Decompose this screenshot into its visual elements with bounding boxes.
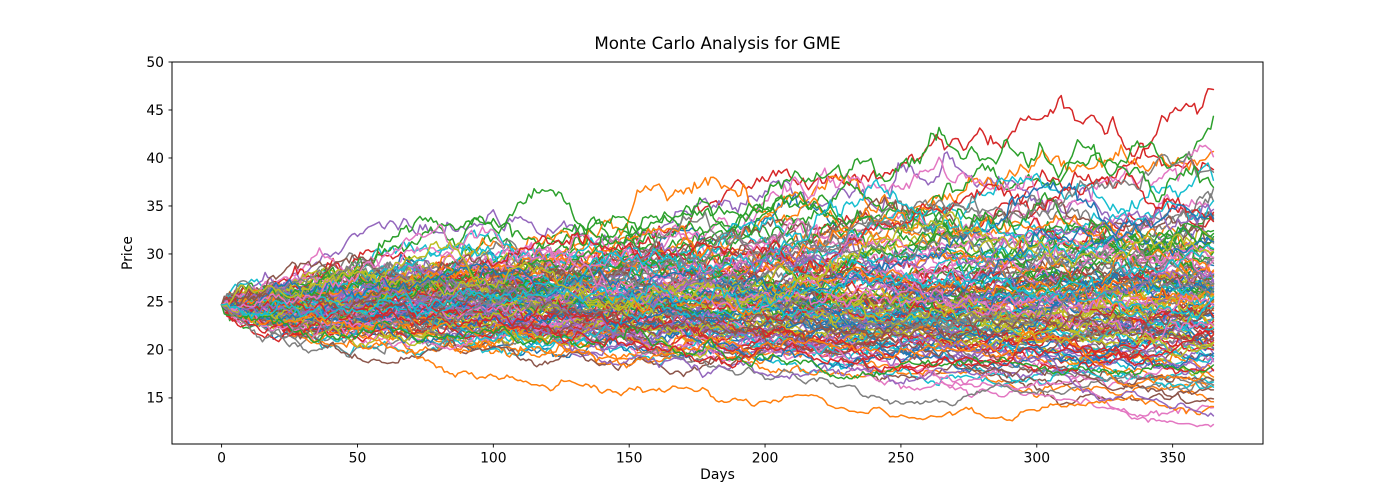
- x-tick-label: 350: [1159, 451, 1186, 467]
- y-tick-label: 20: [146, 343, 164, 359]
- x-tick-label: 300: [1024, 451, 1051, 467]
- y-axis-label: Price: [120, 236, 136, 270]
- simulation-path: [220, 298, 1215, 375]
- simulation-path: [220, 299, 1215, 392]
- x-tick-label: 250: [888, 451, 915, 467]
- simulation-path: [220, 265, 1215, 358]
- chart-title: Monte Carlo Analysis for GME: [594, 33, 840, 53]
- y-tick-label: 35: [146, 199, 164, 215]
- simulation-path: [220, 302, 1215, 388]
- simulation-path: [220, 229, 1215, 315]
- simulation-path: [220, 289, 1215, 339]
- simulation-path: [220, 223, 1215, 313]
- x-tick-label: 0: [217, 451, 226, 467]
- simulation-paths-layer: [220, 88, 1215, 428]
- simulation-path: [220, 299, 1215, 422]
- simulation-path: [220, 151, 1215, 312]
- y-tick-label: 40: [146, 151, 164, 167]
- simulation-path: [220, 271, 1215, 349]
- x-tick-label: 200: [752, 451, 779, 467]
- simulation-path: [220, 253, 1215, 319]
- plot-border: [171, 61, 1264, 445]
- y-tick-label: 30: [146, 247, 164, 263]
- y-tick-label: 25: [146, 295, 164, 311]
- x-tick-label: 50: [349, 451, 367, 467]
- simulation-path: [220, 263, 1215, 316]
- simulation-path: [220, 229, 1215, 317]
- simulation-path: [220, 272, 1215, 417]
- simulation-path: [220, 178, 1215, 318]
- y-tick-label: 15: [146, 391, 164, 407]
- simulation-path: [220, 253, 1215, 317]
- y-tick-label: 45: [146, 103, 164, 119]
- x-tick-label: 150: [616, 451, 643, 467]
- y-tick-label: 50: [146, 55, 164, 71]
- simulation-path: [220, 270, 1215, 320]
- simulation-path: [220, 172, 1215, 324]
- simulation-path: [220, 296, 1215, 375]
- simulation-path: [220, 210, 1215, 312]
- x-axis-label: Days: [700, 467, 735, 483]
- x-tick-label: 100: [480, 451, 507, 467]
- simulation-path: [220, 217, 1215, 323]
- simulation-path: [220, 304, 1215, 380]
- axis-ticks-layer: 0 50 100 150 200 250 300 350 15 20 25 30 35 40 45 50: [146, 55, 1186, 467]
- simulation-path: [220, 291, 1215, 368]
- simulation-path: [220, 278, 1215, 348]
